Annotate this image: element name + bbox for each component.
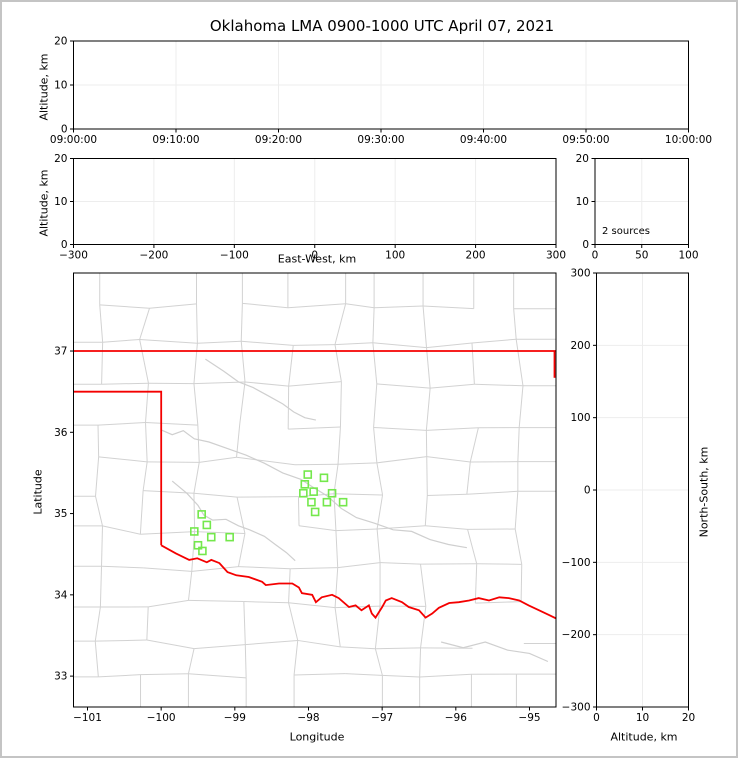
tick-label: 200 — [570, 340, 590, 352]
histogram-axes: 0 50 100 0 10 20 — [576, 153, 699, 262]
tick-label: 100 — [570, 412, 590, 424]
river-line — [160, 429, 468, 549]
tick-label: 0 — [584, 485, 591, 497]
tick-label: 09:40:00 — [460, 134, 507, 146]
ns-panel-ylabel: North-South, km — [697, 446, 711, 538]
tick-label: 0 — [61, 124, 68, 136]
tick-label: 20 — [682, 712, 695, 724]
tick-label: 0 — [582, 239, 589, 251]
time-panel-ylabel: Altitude, km — [37, 53, 51, 121]
ns_altitude-panel — [596, 273, 689, 707]
ew-panel-ylabel: Altitude, km — [37, 169, 51, 237]
map-axes: −101 −100 −99 −98 −97 −96 −95 33 34 35 36 37 — [54, 272, 557, 724]
tick-label: 09:20:00 — [255, 134, 302, 146]
ns_altitude-axes: 0 10 20 300 200 100 0 −100 −200 −300 — [562, 268, 696, 725]
tick-label: −200 — [139, 250, 168, 262]
lma-station-marker — [307, 497, 316, 507]
tick-label: −98 — [297, 712, 319, 724]
map-xlabel: Longitude — [289, 730, 345, 744]
lma-station-marker — [299, 488, 308, 498]
tick-label: 10:00:00 — [665, 134, 712, 146]
lma-station-marker — [309, 487, 318, 496]
lma-station-marker — [190, 527, 199, 536]
tick-label: 35 — [54, 508, 67, 520]
panel-frame — [73, 272, 557, 708]
lma-station-marker — [197, 510, 206, 519]
map-layers — [73, 273, 556, 707]
tick-label: −101 — [73, 712, 102, 724]
tick-label: 100 — [678, 250, 698, 262]
river-line — [440, 641, 549, 663]
tick-label: −300 — [562, 702, 591, 714]
tick-label: 09:10:00 — [152, 134, 199, 146]
tick-label: 34 — [54, 589, 68, 601]
tick-label: −100 — [220, 250, 249, 262]
red-river-border-line — [160, 544, 556, 620]
lma-station-marker — [327, 488, 337, 498]
lma-station-marker — [310, 507, 320, 517]
panhandle-border-line — [73, 390, 163, 546]
tick-label: 0 — [311, 250, 318, 262]
tick-label: 20 — [576, 153, 589, 165]
tick-label: 0 — [592, 250, 599, 262]
county-lines — [73, 273, 556, 707]
state-border — [73, 350, 556, 620]
ns-panel-xlabel: Altitude, km — [610, 730, 678, 744]
tick-label: −300 — [59, 250, 88, 262]
ew-panel-xlabel: East-West, km — [277, 252, 357, 266]
tick-label: 200 — [466, 250, 486, 262]
tick-label: 0 — [593, 712, 600, 724]
lma-station-marker — [303, 470, 313, 479]
tick-label: 33 — [54, 671, 67, 683]
tick-label: 10 — [576, 196, 589, 208]
tick-label: 50 — [635, 250, 648, 262]
ew_altitude-panel — [73, 158, 556, 245]
tick-label: −200 — [562, 629, 591, 641]
histogram-panel — [595, 158, 689, 245]
ew_altitude-axes: −300 −200 −100 0 100 200 300 0 10 20 — [54, 153, 566, 262]
tick-label: 09:00:00 — [50, 134, 97, 146]
tick-label: 20 — [54, 153, 67, 165]
tick-label: 36 — [54, 427, 68, 439]
tick-label: −97 — [371, 712, 393, 724]
tick-label: 300 — [570, 268, 590, 280]
tick-label: 37 — [54, 346, 67, 358]
tick-label: 0 — [61, 239, 68, 251]
lma-station-marker — [225, 532, 234, 542]
tick-label: −96 — [445, 712, 467, 724]
tick-label: 100 — [385, 250, 405, 262]
tick-label: 09:30:00 — [357, 134, 404, 146]
time_altitude-panel — [73, 41, 689, 129]
river-line — [171, 480, 296, 562]
figure-title: Oklahoma LMA 0900-1000 UTC April 07, 202… — [209, 17, 555, 35]
tick-label: −99 — [224, 712, 246, 724]
tick-label: 10 — [54, 196, 67, 208]
tick-label: 20 — [54, 36, 67, 48]
source-count-label: 2 sources — [602, 226, 650, 237]
tick-label: −100 — [147, 712, 176, 724]
tick-label: 300 — [546, 250, 566, 262]
lma-station-marker — [202, 520, 212, 530]
lma-station-marker — [206, 532, 216, 542]
lma-station-marker — [198, 546, 207, 556]
lma-station-marker — [319, 473, 329, 483]
tick-label: 09:50:00 — [562, 134, 609, 146]
river-line — [205, 358, 317, 421]
lma-station-marker — [193, 540, 203, 550]
map-ylabel: Latitude — [31, 469, 45, 515]
tick-label: −100 — [562, 557, 591, 569]
tick-label: −95 — [518, 712, 540, 724]
time_altitude-axes: 09:00:00 09:10:00 09:20:00 09:30:00 09:40:00… — [50, 36, 712, 147]
lma-station-marker — [322, 497, 332, 507]
tick-label: 10 — [54, 80, 67, 92]
lma-station-marker — [300, 480, 310, 489]
lma-stations — [190, 470, 348, 556]
lma-station-marker — [338, 497, 348, 507]
tick-label: 10 — [636, 712, 649, 724]
